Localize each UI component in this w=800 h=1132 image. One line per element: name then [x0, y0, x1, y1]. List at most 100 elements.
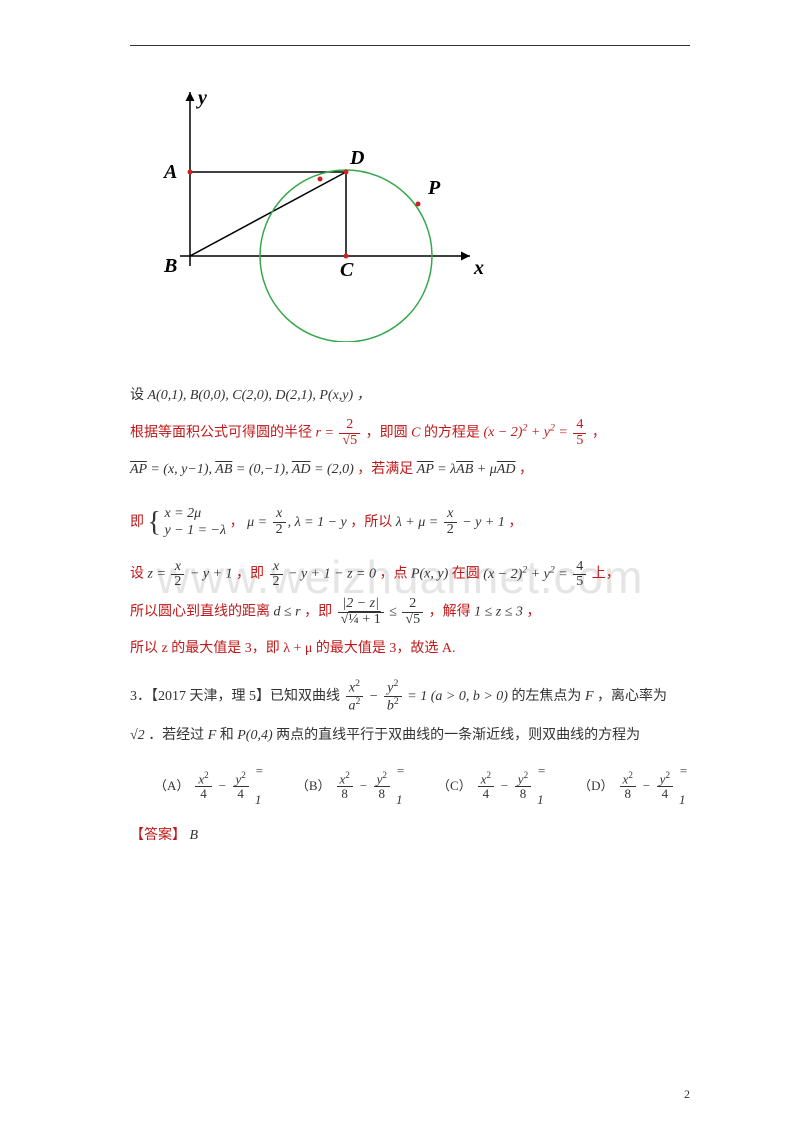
m: = λ	[434, 462, 457, 477]
d: 4	[195, 787, 211, 801]
sys-row: x = 2μ	[164, 506, 226, 523]
num: 4	[573, 560, 586, 576]
geometry-diagram: y A B C D P x	[110, 82, 690, 355]
svg-text:D: D	[349, 147, 364, 169]
den: 2	[270, 575, 283, 590]
den: 2	[273, 523, 286, 538]
svg-text:P: P	[427, 177, 441, 199]
d: a	[349, 699, 356, 714]
text: 的方程是	[424, 425, 484, 440]
text: ，	[592, 425, 606, 440]
svg-text:A: A	[162, 161, 177, 183]
m: + y	[527, 425, 550, 440]
text: 两点的直线平行于双曲线的一条渐近线，则双曲线的方程为	[276, 728, 640, 743]
eq: = 1	[396, 757, 407, 814]
text: 的左焦点为	[511, 689, 585, 704]
text-line: AP = (x, y−1), AB = (0,−1), AD = (2,0) ，…	[130, 455, 690, 486]
m: =	[555, 425, 571, 440]
den: 5	[573, 575, 586, 590]
math: r =	[316, 425, 334, 440]
svg-text:x: x	[473, 257, 484, 279]
option-d: （D） x28 − y24 = 1	[578, 757, 690, 814]
page-number: 2	[684, 1087, 690, 1102]
text-line: 所以圆心到直线的距离 d ≤ r ，即 |2 − z|√¼ + 1 ≤ 2√5 …	[130, 597, 690, 628]
text: 设	[130, 388, 144, 403]
label: （B）	[296, 772, 331, 801]
sys-row: y − 1 = −λ	[164, 523, 226, 540]
m: (x − 2)	[483, 567, 522, 582]
den: 2	[171, 575, 184, 590]
m: d ≤ r	[274, 604, 301, 619]
m: z =	[148, 567, 170, 582]
text: ，	[519, 462, 533, 477]
vec: AB	[215, 462, 232, 477]
option-b: （B） x28 − y28 = 1	[296, 757, 407, 814]
text: 3．【2017 天津，理 5】已知双曲线	[130, 689, 344, 704]
label: （C）	[437, 772, 472, 801]
s: 2	[394, 696, 399, 707]
text: ，解得	[429, 604, 475, 619]
text-line: 设 z = x2 − y + 1 ，即 x2 − y + 1 − z = 0 ，…	[130, 559, 690, 590]
rad: ¼ + 1	[348, 612, 380, 627]
num: 4	[573, 418, 586, 434]
svg-text:y: y	[196, 87, 207, 109]
d: 8	[337, 787, 353, 801]
text-line: 根据等面积公式可得圆的半径 r = 2√5 ，即圆 C 的方程是 (x − 2)…	[130, 418, 690, 449]
vec: AB	[456, 462, 473, 477]
num: x	[273, 507, 286, 523]
text: ，所以	[350, 515, 396, 530]
m: = (x, y−1),	[147, 462, 215, 477]
d: 4	[657, 787, 673, 801]
den: 2	[444, 523, 457, 538]
answer-value: B	[190, 828, 199, 843]
option-c: （C） x24 − y28 = 1	[437, 757, 548, 814]
m: − y + 1	[186, 567, 232, 582]
m: P(0,4)	[237, 728, 272, 743]
m: μ =	[247, 515, 270, 530]
math: C	[411, 425, 420, 440]
label: （A）	[154, 772, 189, 801]
text: 所以圆心到直线的距离	[130, 604, 274, 619]
option-a: （A） x24 − y24 = 1	[154, 757, 266, 814]
text: ，即	[304, 604, 336, 619]
m: + y	[527, 567, 550, 582]
num: 2	[339, 418, 360, 434]
num: x	[444, 507, 457, 523]
text-line: 设 A(0,1), B(0,0), C(2,0), D(2,1), P(x,y)…	[130, 381, 690, 412]
text-line: 所以 z 的最大值是 3，即 λ + μ 的最大值是 3，故选 A.	[130, 634, 690, 665]
text: ，离心率为	[597, 689, 667, 704]
d: 4	[233, 787, 249, 801]
header-rule	[130, 45, 690, 46]
m: − y + 1 − z = 0	[285, 567, 376, 582]
text: 所以 z 的最大值是 3，即 λ + μ 的最大值是 3，故选 A.	[130, 641, 456, 656]
vec: AP	[130, 462, 147, 477]
eq: = 1	[537, 757, 548, 814]
m: = (2,0)	[311, 462, 354, 477]
vec: AD	[497, 462, 516, 477]
vec: AP	[417, 462, 434, 477]
label: （D）	[578, 772, 613, 801]
m: ≤	[389, 604, 400, 619]
text: ，	[230, 515, 248, 530]
answer-label: 【答案】	[130, 828, 186, 843]
text: ，点	[379, 567, 411, 582]
num: x	[171, 560, 184, 576]
svg-text:B: B	[163, 255, 177, 277]
problem-3: 3．【2017 天津，理 5】已知双曲线 x2a2 − y2b2 = 1 (a …	[130, 679, 690, 715]
text: 根据等面积公式可得圆的半径	[130, 425, 316, 440]
d: 8	[620, 787, 636, 801]
m: (x − 2)	[483, 425, 522, 440]
document-body: y A B C D P x 设 A(0,1), B(0,0), C(2,0), …	[130, 82, 690, 851]
problem-3-cont: √2 ．若经过 F 和 P(0,4) 两点的直线平行于双曲线的一条渐近线，则双曲…	[130, 721, 690, 752]
answer-options: （A） x24 − y24 = 1 （B） x28 − y28 = 1 （C） …	[154, 757, 690, 814]
d: b	[387, 699, 394, 714]
m: = (0,−1),	[232, 462, 291, 477]
m: F	[585, 689, 594, 704]
text: ，	[508, 515, 522, 530]
text: 和	[220, 728, 238, 743]
text: ，即	[236, 567, 268, 582]
m: F	[208, 728, 217, 743]
text: 上，	[592, 567, 620, 582]
s: 2	[393, 678, 398, 689]
num: |2 − z|	[338, 597, 384, 613]
